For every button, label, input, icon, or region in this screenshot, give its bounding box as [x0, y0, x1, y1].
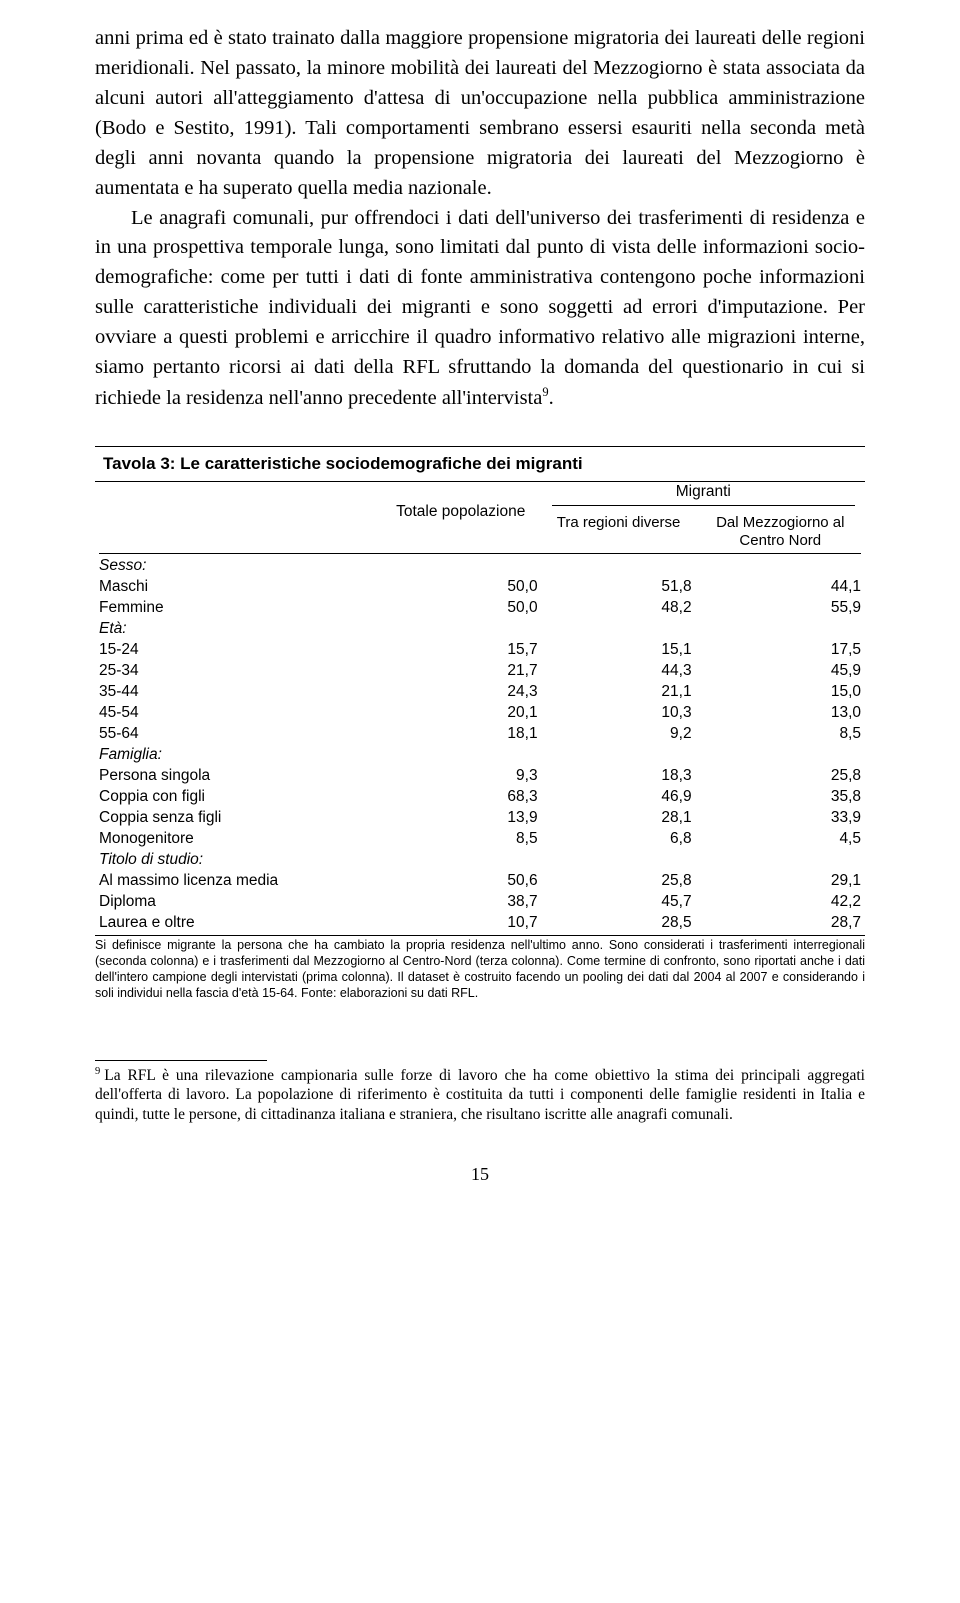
body-paragraph-2a: Le anagrafi comunali, pur offrendoci i d… [95, 207, 865, 409]
data-table: Totale popolazione Migranti Tra regioni … [95, 482, 865, 934]
table-note: Si definisce migrante la persona che ha … [95, 935, 865, 1002]
table-row: Laurea e oltre10,728,528,7 [95, 912, 865, 933]
page-number: 15 [95, 1164, 865, 1185]
footnote-9: 9La RFL è una rilevazione campionaria su… [95, 1065, 865, 1124]
table-row: 45-5420,110,313,0 [95, 702, 865, 723]
body-paragraph-1: anni prima ed è stato trainato dalla mag… [95, 24, 865, 204]
table-row: Al massimo licenza media50,625,829,1 [95, 870, 865, 891]
footnote-separator [95, 1060, 267, 1061]
table-row: 25-3421,744,345,9 [95, 660, 865, 681]
table-row: Diploma38,745,742,2 [95, 891, 865, 912]
section-titolo: Titolo di studio: [95, 849, 865, 870]
table-row: Monogenitore8,56,84,5 [95, 828, 865, 849]
table-row: Persona singola9,318,325,8 [95, 765, 865, 786]
section-famiglia: Famiglia: [95, 744, 865, 765]
body-paragraph-2: Le anagrafi comunali, pur offrendoci i d… [95, 204, 865, 414]
section-eta: Età: [95, 618, 865, 639]
table-row: Coppia senza figli13,928,133,9 [95, 807, 865, 828]
footnote-number: 9 [95, 1066, 100, 1077]
col-header-mezz-cn: Dal Mezzogiorno al Centro Nord [716, 514, 844, 550]
footnote-text: La RFL è una rilevazione campionaria sul… [95, 1067, 865, 1123]
table-title: Tavola 3: Le caratteristiche sociodemogr… [95, 447, 865, 481]
col-header-migranti: Migranti [552, 483, 855, 506]
body-paragraph-2b: . [549, 387, 554, 409]
table-row: Femmine50,048,255,9 [95, 597, 865, 618]
table-row: Maschi50,051,844,1 [95, 576, 865, 597]
table-row: 35-4424,321,115,0 [95, 681, 865, 702]
table-row: 15-2415,715,117,5 [95, 639, 865, 660]
col-header-totpop: Totale popolazione [380, 482, 542, 552]
section-sesso: Sesso: [95, 555, 865, 576]
table-row: 55-6418,19,28,5 [95, 723, 865, 744]
col-header-interreg: Tra regioni diverse [542, 512, 696, 551]
table-rule-under-header [99, 553, 861, 554]
table-3: Tavola 3: Le caratteristiche sociodemogr… [95, 446, 865, 1002]
table-row: Coppia con figli68,346,935,8 [95, 786, 865, 807]
footnotes: 9La RFL è una rilevazione campionaria su… [95, 1060, 865, 1124]
